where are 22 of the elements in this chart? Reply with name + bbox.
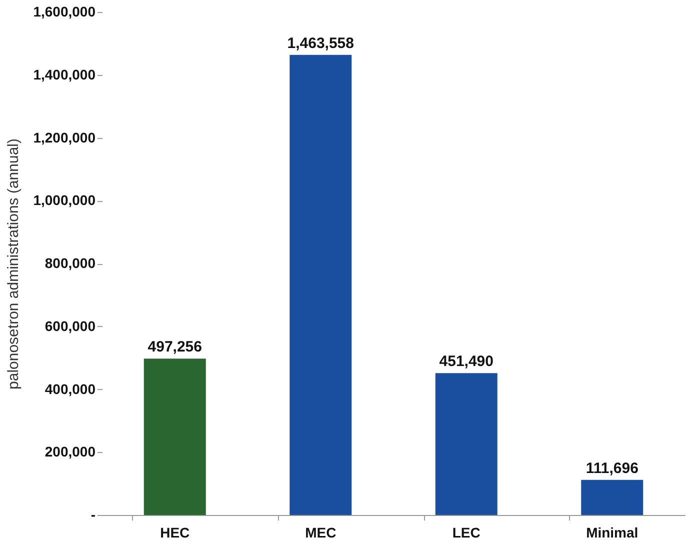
- x-tick-label: LEC: [452, 524, 480, 540]
- y-axis-title: palonosetron administrations (annual): [5, 138, 22, 390]
- x-tick-label: HEC: [160, 524, 190, 540]
- y-tick-label: -: [90, 506, 96, 522]
- y-tick-label: 1,400,000: [33, 66, 96, 82]
- y-tick-label: 400,000: [44, 380, 96, 397]
- data-label: 451,490: [439, 353, 494, 370]
- data-label: 111,696: [586, 460, 638, 477]
- bar: [290, 54, 352, 515]
- bar: [435, 373, 498, 515]
- y-tick-label: 200,000: [44, 444, 96, 460]
- x-tick-label: MEC: [305, 524, 336, 540]
- y-tick-label: 1,600,000: [33, 4, 96, 20]
- y-tick-label: 800,000: [44, 255, 96, 271]
- y-tick-label: 600,000: [44, 318, 96, 334]
- bar: [581, 480, 644, 515]
- data-label: 1,463,558: [287, 34, 354, 52]
- x-tick-label: Minimal: [586, 524, 638, 540]
- bar: [144, 358, 206, 515]
- y-tick-label: 1,000,000: [33, 192, 96, 208]
- data-label: 497,256: [148, 338, 202, 356]
- y-tick-label: 1,200,000: [33, 129, 96, 146]
